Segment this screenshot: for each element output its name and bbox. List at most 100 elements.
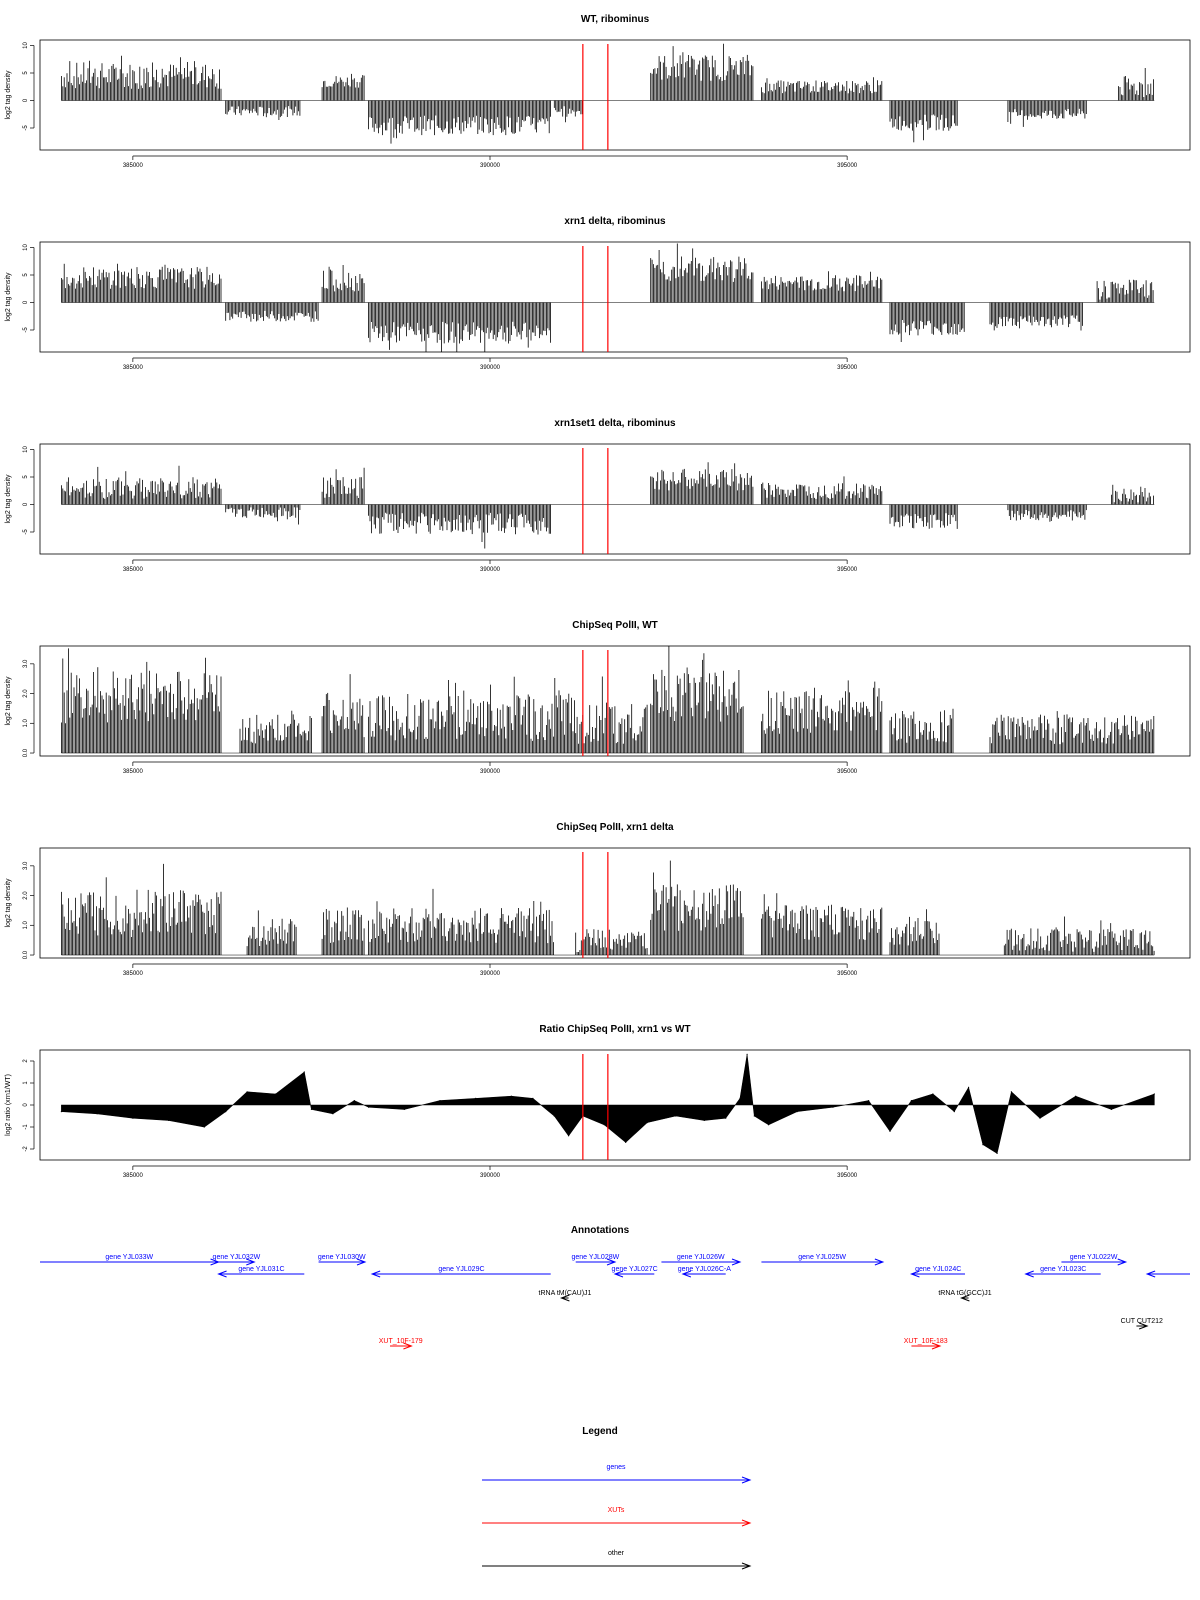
y-tick-label: 0 bbox=[23, 1103, 29, 1107]
arrow-left-icon bbox=[681, 1270, 692, 1278]
gene-feature-label: gene YJL031C bbox=[238, 1266, 284, 1273]
ratio-point bbox=[753, 1115, 755, 1117]
arrow-right-icon bbox=[741, 1476, 752, 1484]
ratio-point bbox=[953, 1111, 955, 1113]
y-tick-label: 10 bbox=[23, 42, 29, 49]
chart-title: xrn1 delta, ribominus bbox=[564, 216, 666, 227]
x-tick-label: 385000 bbox=[123, 567, 144, 573]
y-axis-label: log2 tag density bbox=[5, 878, 12, 928]
ratio-point bbox=[553, 1115, 555, 1117]
arrow-left-icon bbox=[1024, 1270, 1034, 1278]
plot-frame bbox=[39, 645, 1191, 757]
other-feature: tRNA tM(CAU)J1 bbox=[539, 1290, 592, 1302]
ratio-point bbox=[768, 1124, 770, 1126]
y-tick-label: 0 bbox=[23, 98, 29, 102]
chart-panel: ChipSeq PolII, WT 0.0 1.0 2.0 3.0 log2 tag de… bbox=[5, 620, 1191, 775]
gene-feature-label: gene YJL032W bbox=[213, 1254, 261, 1261]
x-tick-label: 390000 bbox=[480, 163, 501, 169]
arrow-right-icon bbox=[356, 1258, 367, 1266]
gene-feature: gene YJL025W bbox=[761, 1254, 885, 1266]
ratio-point bbox=[1153, 1093, 1155, 1095]
ratio-point bbox=[1075, 1095, 1077, 1097]
arrow-right-icon bbox=[246, 1258, 256, 1266]
gene-feature-label: gene YJL022W bbox=[1070, 1254, 1118, 1261]
x-tick-label: 395000 bbox=[837, 769, 858, 775]
plot-frame bbox=[39, 847, 1191, 959]
y-tick-label: 3.0 bbox=[23, 861, 29, 870]
ratio-point bbox=[796, 1111, 798, 1113]
x-tick-label: 390000 bbox=[480, 567, 501, 573]
ratio-point bbox=[868, 1100, 870, 1102]
ratio-point bbox=[353, 1100, 355, 1102]
arrow-right-icon bbox=[1138, 1322, 1149, 1330]
chart-title: WT, ribominus bbox=[581, 14, 650, 25]
y-tick-label: 1 bbox=[23, 1081, 29, 1085]
arrow-left-icon bbox=[613, 1270, 624, 1278]
gene-feature-label: gene YJL029C bbox=[438, 1266, 484, 1273]
xut-feature-label: XUT_10F-183 bbox=[904, 1338, 948, 1345]
chart-title: Ratio ChipSeq PolII, xrn1 vs WT bbox=[539, 1024, 690, 1035]
y-tick-label: -5 bbox=[23, 125, 29, 131]
arrow-right-icon bbox=[741, 1519, 752, 1527]
xut-feature-label: XUT_10F-179 bbox=[379, 1338, 423, 1345]
y-axis-label: log2 tag density bbox=[5, 474, 12, 524]
ratio-point bbox=[168, 1119, 170, 1121]
ratio-point bbox=[739, 1097, 741, 1099]
gene-feature-label: gene YJL023C bbox=[1040, 1266, 1086, 1273]
gene-feature-label: gene YJL026C-A bbox=[678, 1266, 732, 1273]
x-tick-label: 390000 bbox=[480, 1173, 501, 1179]
plot-frame bbox=[39, 443, 1191, 555]
gene-feature-label: gene YJL033W bbox=[105, 1254, 153, 1261]
ratio-point bbox=[532, 1097, 534, 1099]
gene-feature: gene YJL024C bbox=[910, 1266, 965, 1278]
arrow-left-icon bbox=[370, 1270, 381, 1278]
ratio-point bbox=[510, 1095, 512, 1097]
y-tick-label: -1 bbox=[23, 1124, 29, 1130]
ratio-point bbox=[246, 1091, 248, 1093]
y-tick-label: -2 bbox=[23, 1146, 29, 1152]
ratio-point bbox=[889, 1130, 891, 1132]
ratio-point bbox=[932, 1093, 934, 1095]
y-axis-label: log2 ratio (xrn1/WT) bbox=[5, 1074, 12, 1136]
y-tick-label: 3.0 bbox=[23, 659, 29, 668]
chart-title: xrn1set1 delta, ribominus bbox=[554, 418, 676, 429]
legend-item: other bbox=[482, 1550, 752, 1570]
gene-feature-label: gene YJL027C bbox=[612, 1266, 658, 1273]
ratio-point bbox=[746, 1053, 748, 1055]
ratio-point bbox=[968, 1086, 970, 1088]
legend-item: XUTs bbox=[482, 1507, 752, 1527]
ratio-point bbox=[910, 1100, 913, 1102]
x-tick-label: 395000 bbox=[837, 365, 858, 371]
y-tick-label: 0 bbox=[23, 300, 29, 304]
ratio-point bbox=[403, 1108, 405, 1110]
y-tick-label: -5 bbox=[23, 327, 29, 333]
arrow-right-icon bbox=[874, 1258, 885, 1266]
ratio-point bbox=[203, 1126, 205, 1128]
y-axis-label: log2 tag density bbox=[5, 272, 12, 322]
gene-feature-label: gene YJL028W bbox=[571, 1254, 619, 1261]
y-tick-label: 0 bbox=[23, 502, 29, 506]
y-tick-label: 0.0 bbox=[23, 950, 29, 959]
legend: Legend genes XUTs other bbox=[482, 1426, 752, 1570]
x-tick-label: 385000 bbox=[123, 1173, 144, 1179]
ratio-point bbox=[832, 1106, 834, 1108]
y-tick-label: 1.0 bbox=[23, 920, 29, 929]
ratio-point bbox=[568, 1135, 570, 1137]
gene-feature-label: gene YJL024C bbox=[915, 1266, 961, 1273]
gene-feature-label: gene YJL030W bbox=[318, 1254, 366, 1261]
arrow-right-icon bbox=[731, 1258, 742, 1266]
legend-item: genes bbox=[482, 1464, 752, 1484]
other-feature: CUT CUT212 bbox=[1121, 1318, 1163, 1330]
ratio-point bbox=[96, 1113, 98, 1115]
ratio-point bbox=[703, 1119, 705, 1121]
arrow-left-icon bbox=[1145, 1270, 1156, 1278]
arrow-right-icon bbox=[1117, 1258, 1128, 1266]
gene-feature: gene YJL028W bbox=[571, 1254, 620, 1266]
chart-panel: ChipSeq PolII, xrn1 delta 0.0 1.0 2.0 3.0 log… bbox=[5, 822, 1191, 977]
arrow-right-icon bbox=[931, 1342, 942, 1350]
x-tick-label: 385000 bbox=[123, 971, 144, 977]
y-tick-label: 5 bbox=[23, 475, 29, 479]
chart-title: ChipSeq PolII, WT bbox=[572, 620, 658, 631]
y-tick-label: 2.0 bbox=[23, 891, 29, 900]
